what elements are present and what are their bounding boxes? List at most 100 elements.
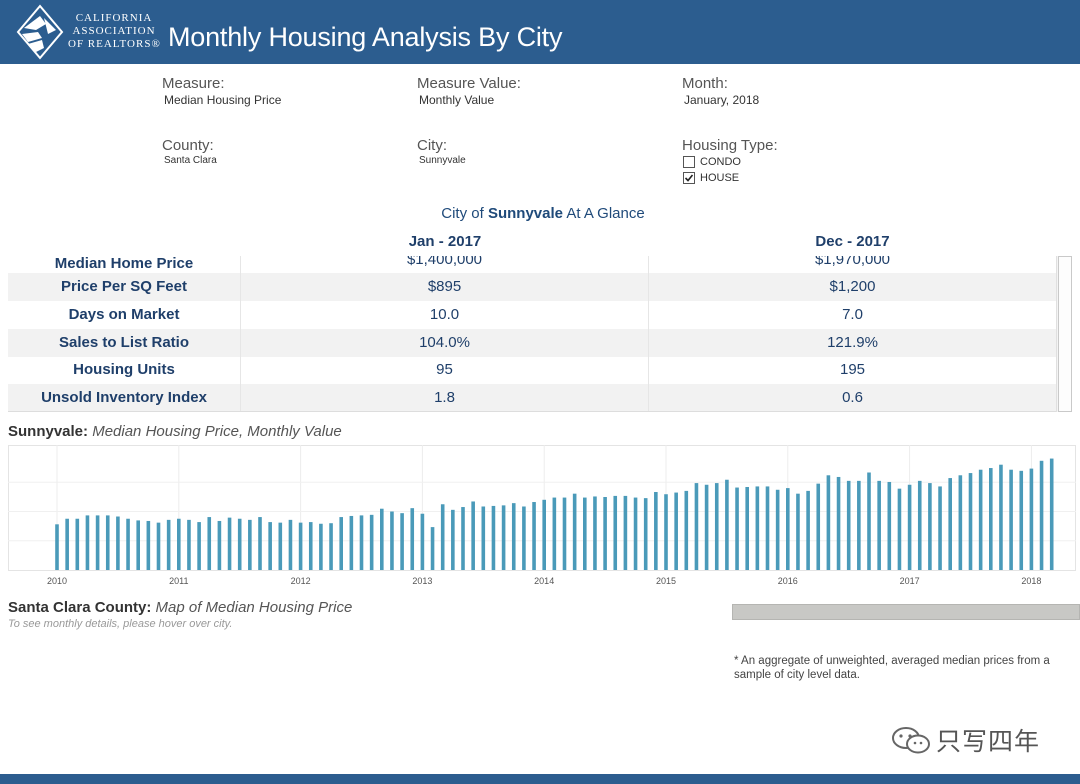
table-scrollbar[interactable] [1056,256,1072,412]
chart-bar[interactable] [633,497,638,570]
chart-bar[interactable] [857,480,861,570]
chart-bar[interactable] [826,475,831,570]
chart-bar[interactable] [380,508,384,570]
county-dropdown[interactable]: Santa Clara [164,155,217,166]
chart-bar[interactable] [603,497,607,570]
chart-bar[interactable] [349,515,354,570]
chart-bar[interactable] [725,479,729,570]
chart-bar[interactable] [796,493,800,570]
chart-bar[interactable] [989,468,993,570]
measure-value-dropdown[interactable]: Monthly Value [419,93,495,107]
chart-bar[interactable] [105,515,110,570]
chart-bar[interactable] [400,513,404,570]
chart-bar[interactable] [978,469,983,570]
map-legend-bar[interactable] [732,604,1080,620]
chart-bar[interactable] [420,513,425,570]
chart-bar[interactable] [613,495,618,570]
chart-bar[interactable] [451,509,455,570]
chart-bar[interactable] [664,494,668,570]
measure-dropdown[interactable]: Median Housing Price [164,93,282,107]
chart-bar[interactable] [440,504,445,570]
chart-bar[interactable] [674,492,678,570]
chart-bar[interactable] [583,497,587,570]
chart-bar[interactable] [329,523,333,570]
chart-bar[interactable] [95,515,100,570]
chart-bar[interactable] [694,483,699,570]
chart-bar[interactable] [390,511,394,571]
chart-bar[interactable] [684,490,689,570]
chart-bar[interactable] [542,499,546,570]
chart-bar[interactable] [897,488,902,570]
chart-bar[interactable] [298,522,303,570]
chart-bar[interactable] [562,497,567,570]
chart-bar[interactable] [938,486,942,570]
chart-bar[interactable] [197,522,201,570]
chart-bar[interactable] [369,514,374,570]
chart-bar[interactable] [187,519,191,570]
chart-bar[interactable] [511,503,516,570]
chart-bar[interactable] [248,519,252,570]
chart-bar[interactable] [65,518,69,570]
chart-bar[interactable] [501,505,506,570]
chart-bar[interactable] [1049,458,1054,570]
chart-bar[interactable] [958,475,963,570]
chart-bar[interactable] [755,486,760,570]
chart-bar[interactable] [217,520,222,570]
chart-bar[interactable] [430,527,435,570]
chart-bar[interactable] [146,520,151,570]
chart-bar[interactable] [735,487,739,570]
chart-bar[interactable] [177,518,181,570]
chart-bar[interactable] [136,520,140,570]
chart-bar[interactable] [359,515,364,570]
chart-bar[interactable] [522,506,526,570]
chart-bar[interactable] [572,493,577,570]
chart-bar[interactable] [116,516,120,570]
month-dropdown[interactable]: January, 2018 [684,93,760,107]
chart-bar[interactable] [786,488,790,570]
chart-bar[interactable] [410,508,415,570]
chart-bar[interactable] [1019,470,1024,570]
chart-bar[interactable] [1039,460,1044,570]
chart-bar[interactable] [491,505,496,570]
chart-bar[interactable] [643,498,648,570]
chart-bar[interactable] [704,484,709,570]
chart-bar[interactable] [1009,469,1013,570]
chart-bar[interactable] [75,518,80,570]
price-bar-chart[interactable]: 2010 2011 2012 2013 2014 2015 2016 2017 2018 [8,445,1076,595]
chart-bar[interactable] [968,473,973,570]
condo-checkbox[interactable] [683,156,695,168]
chart-bar[interactable] [887,481,892,570]
chart-bar[interactable] [481,506,486,570]
chart-bar[interactable] [765,486,770,570]
chart-bar[interactable] [867,472,871,571]
chart-bar[interactable] [775,489,780,570]
glance-table[interactable]: Median Home Price $1,400,000 $1,970,000 … [8,256,1056,412]
chart-bar[interactable] [846,480,851,570]
chart-bar[interactable] [166,519,171,570]
chart-bar[interactable] [745,486,749,570]
chart-bar[interactable] [339,517,343,570]
chart-bar[interactable] [126,518,130,570]
chart-bar[interactable] [654,492,658,570]
chart-bar[interactable] [156,522,161,570]
chart-bar[interactable] [623,495,628,570]
scrollbar-thumb[interactable] [1058,256,1072,412]
house-checkbox[interactable] [683,172,695,184]
chart-bar[interactable] [55,524,59,570]
chart-bar[interactable] [1029,468,1034,570]
chart-bar[interactable] [928,483,932,570]
chart-bar[interactable] [948,478,952,570]
city-dropdown[interactable]: Sunnyvale [419,155,466,166]
chart-bar[interactable] [268,522,272,570]
chart-bar[interactable] [917,480,922,570]
chart-bar[interactable] [319,523,323,570]
chart-bar[interactable] [907,484,912,570]
chart-bar[interactable] [207,517,212,570]
chart-bar[interactable] [227,517,232,570]
chart-bar[interactable] [816,483,821,570]
chart-bar[interactable] [308,522,313,570]
chart-bar[interactable] [288,519,293,570]
chart-bar[interactable] [532,502,536,570]
chart-bar[interactable] [836,476,841,570]
housing-type-house-option[interactable]: HOUSE [683,172,739,184]
